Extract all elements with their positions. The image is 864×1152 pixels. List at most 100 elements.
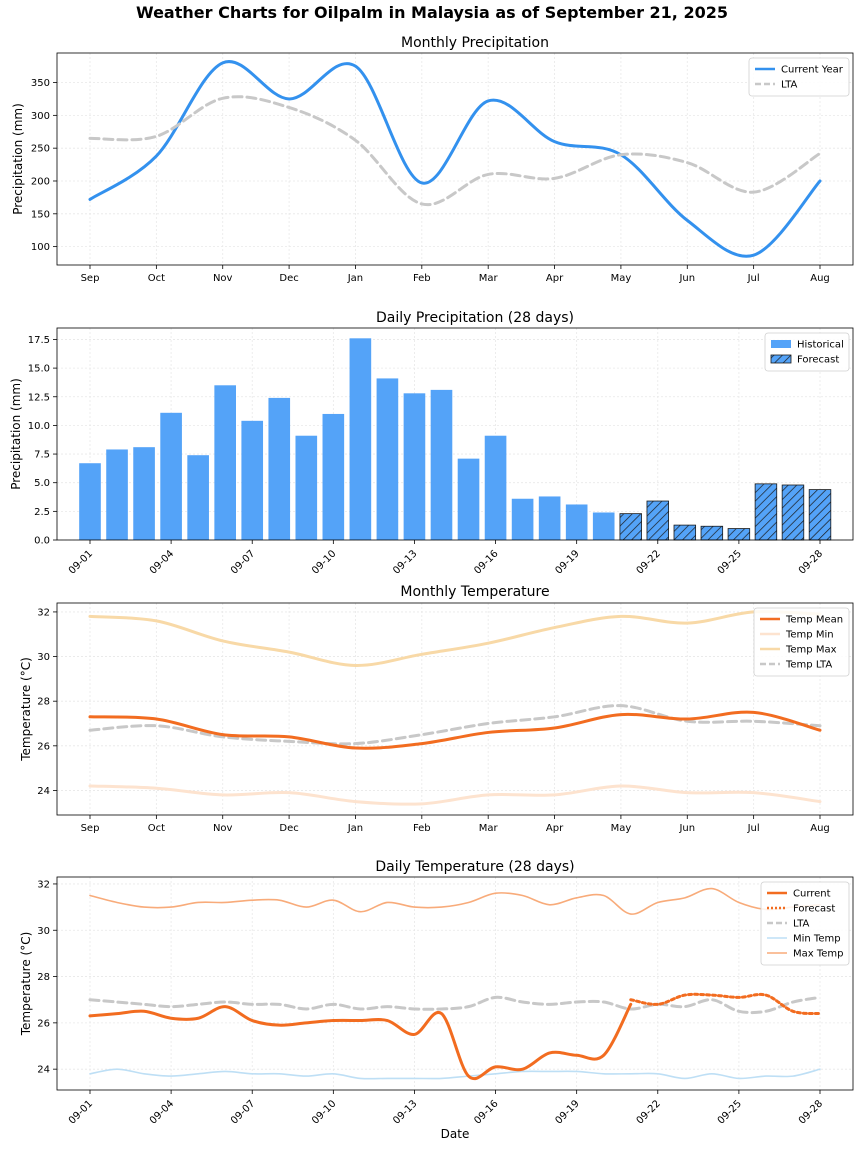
y-tick-label: 26	[37, 1018, 50, 1029]
chart-panel-2: 0.0 2.5 5.0 7.5 10.0 12.5 15.0 17.5 09-01 09-04 09…	[9, 310, 854, 577]
historical-bar	[376, 378, 399, 540]
forecast-bar	[646, 500, 669, 541]
legend-label: Temp Min	[785, 630, 834, 641]
chart-title: Monthly Precipitation	[401, 35, 549, 51]
chart-panel-1: 100 150 200 250 300 350 Sep Oct Nov Dec Jan Feb Mar A…	[11, 35, 854, 284]
x-tick-label: Jan	[347, 823, 363, 834]
y-tick-label: 0.0	[34, 536, 50, 547]
x-tick-label: Mar	[479, 823, 499, 834]
x-tick-label: 09-22	[635, 1098, 663, 1126]
series-line-max-temp	[89, 887, 821, 915]
x-tick-label: 09-13	[391, 1098, 419, 1126]
x-tick-label: 09-07	[229, 548, 257, 576]
historical-bar	[187, 455, 209, 540]
y-tick-label: 2.5	[34, 507, 50, 518]
y-tick-label: 7.5	[34, 450, 50, 461]
legend-label: LTA	[781, 80, 798, 91]
forecast-bar	[781, 484, 805, 541]
forecast-bar	[727, 528, 751, 541]
x-tick-label: Jun	[678, 273, 695, 284]
y-axis-label: Precipitation (mm)	[9, 378, 23, 490]
x-tick-label: Nov	[213, 273, 233, 284]
chart-title: Daily Precipitation (28 days)	[376, 310, 574, 326]
x-tick-label: Sep	[81, 823, 100, 834]
legend-box	[748, 57, 850, 97]
y-tick-label: 15.0	[28, 364, 50, 375]
plot-frame	[56, 327, 854, 541]
historical-bar	[538, 496, 561, 540]
plot-frame	[56, 876, 854, 1091]
y-tick-label: 30	[37, 652, 50, 663]
x-tick-label: Oct	[148, 273, 165, 284]
x-tick-label: 09-01	[67, 548, 95, 576]
x-tick-label: Jul	[747, 823, 760, 834]
historical-bar	[214, 385, 236, 540]
x-tick-label: Mar	[479, 273, 499, 284]
historical-bar	[106, 449, 128, 540]
x-tick-label: 09-25	[716, 1098, 744, 1126]
x-tick-label: 09-16	[472, 1098, 500, 1126]
historical-bar	[241, 420, 264, 540]
x-tick-label: Aug	[810, 823, 830, 834]
historical-bar	[592, 512, 615, 540]
y-tick-label: 32	[37, 607, 50, 618]
historical-bar	[484, 435, 507, 540]
y-tick-label: 17.5	[28, 335, 50, 346]
historical-bar	[133, 447, 155, 540]
legend: Current Forecast LTA Min Temp Max Temp	[760, 881, 850, 966]
legend-label: Min Temp	[793, 934, 841, 945]
legend-swatch	[771, 340, 791, 348]
y-tick-label: 24	[37, 1065, 50, 1076]
series-line-lta	[88, 995, 822, 1015]
chart-panel-4: 24 26 28 30 32 09-01 09-04 09-07 09-10 09-13 09-16…	[19, 859, 854, 1141]
legend-label: Forecast	[793, 904, 835, 915]
y-axis-label: Temperature (°C)	[19, 657, 33, 762]
y-tick-label: 28	[37, 972, 50, 983]
x-tick-label: 09-28	[797, 1098, 825, 1126]
x-tick-label: 09-25	[716, 548, 744, 576]
historical-bar	[457, 458, 480, 540]
historical-bar	[349, 338, 372, 540]
series-line-temp-min	[88, 784, 822, 806]
historical-bar	[511, 498, 534, 540]
plot-frame	[56, 52, 854, 266]
historical-bar	[430, 389, 453, 540]
y-tick-label: 10.0	[28, 421, 50, 432]
x-tick-label: Aug	[810, 273, 830, 284]
legend-label: Historical	[797, 340, 844, 351]
x-tick-label: Nov	[213, 823, 233, 834]
y-tick-label: 250	[31, 144, 50, 155]
chart-title: Monthly Temperature	[400, 584, 549, 600]
series-line-temp-max	[88, 610, 822, 667]
x-tick-label: 09-16	[472, 548, 500, 576]
x-tick-label: 09-07	[229, 1098, 257, 1126]
series-line-min-temp	[89, 1068, 821, 1080]
x-tick-label: May	[611, 273, 632, 284]
series-line-lta	[88, 95, 822, 207]
legend-label: Temp Max	[785, 645, 837, 656]
x-tick-label: Apr	[546, 273, 564, 284]
x-tick-label: 09-04	[148, 548, 176, 576]
x-tick-label: Apr	[546, 823, 564, 834]
historical-bar	[565, 504, 588, 540]
y-tick-label: 30	[37, 926, 50, 937]
legend: Temp Mean Temp Min Temp Max Temp LTA	[753, 607, 850, 677]
chart-title: Daily Temperature (28 days)	[375, 859, 574, 875]
legend-label: Forecast	[797, 355, 839, 366]
historical-bar	[322, 413, 345, 540]
forecast-bar	[700, 525, 724, 541]
legend-box	[753, 607, 850, 677]
legend-label: Current Year	[781, 65, 844, 76]
forecast-bar	[808, 489, 832, 541]
x-tick-label: 09-10	[310, 548, 338, 576]
forecast-bar	[673, 524, 697, 541]
x-tick-label: Feb	[413, 823, 431, 834]
x-tick-label: Jun	[678, 823, 695, 834]
x-tick-label: 09-04	[148, 1098, 176, 1126]
legend-swatch	[770, 354, 792, 364]
historical-bar	[295, 435, 318, 540]
y-tick-label: 100	[31, 242, 50, 253]
series-line-current	[88, 1002, 633, 1081]
